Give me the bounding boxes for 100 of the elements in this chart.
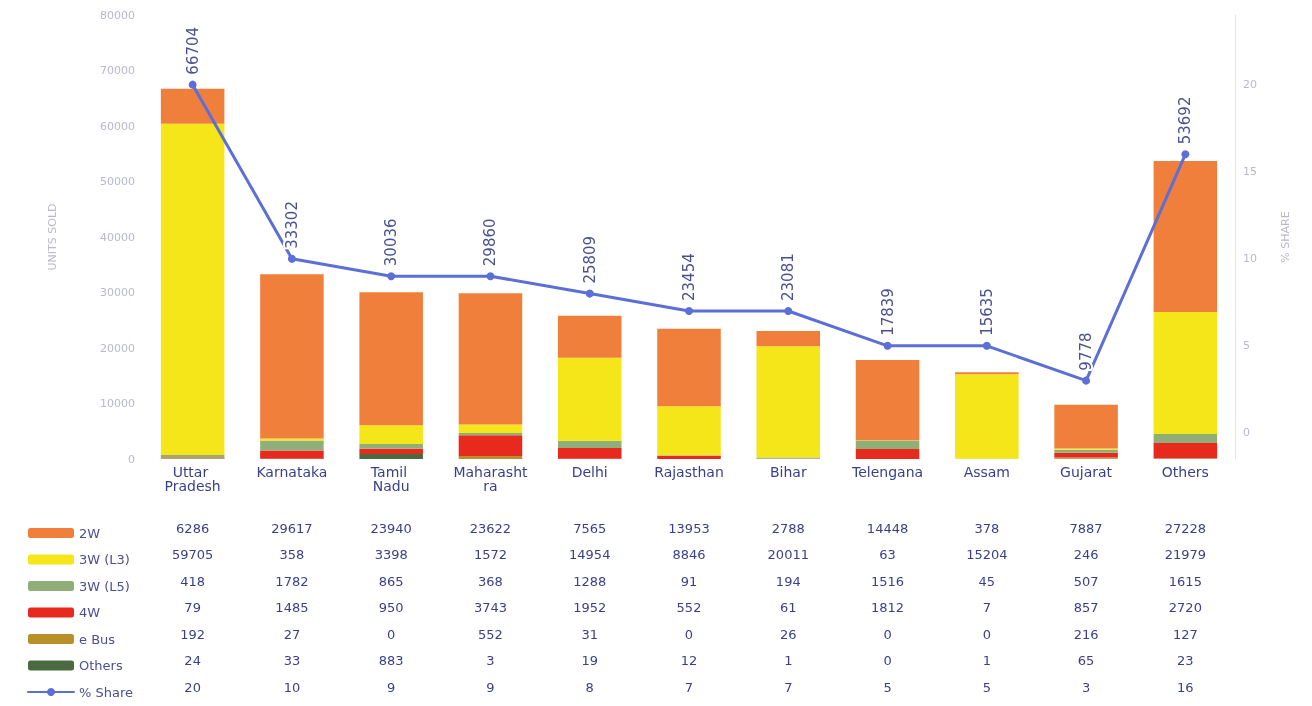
data-label: 0 [684,626,694,642]
total-label: 15635 [977,288,996,336]
total-label: 30036 [382,218,401,267]
data-label: 552 [478,626,503,642]
y2-tick-label: 0 [1243,426,1250,440]
data-label: 2788 [771,520,805,536]
data-label: 14954 [569,547,611,562]
total-label: 17839 [878,288,897,336]
data-label: 857 [1073,600,1099,615]
data-label: 883 [378,653,404,668]
legend-label: 3W (L3) [79,552,130,567]
data-label: 45 [978,573,996,589]
data-label: 26 [780,626,797,642]
y-tick-label: 60000 [100,119,135,133]
total-label: 23081 [779,253,798,301]
y-tick-label: 10000 [100,397,135,410]
total-label: 53692 [1176,96,1195,145]
data-label: 1812 [871,600,905,615]
total-label: 29860 [481,218,500,267]
data-label: 1952 [573,600,607,615]
y-tick-label: 30000 [100,286,135,299]
data-label: 7 [784,679,793,695]
data-label: 9 [486,679,495,695]
legend-label: Others [79,658,123,673]
x-tick-label: Rajasthan [654,464,724,480]
data-label: 13953 [668,520,710,536]
data-label: 10 [283,679,301,695]
data-label: 15204 [966,547,1008,562]
data-label: 5 [883,679,892,695]
legend-label: e Bus [79,631,116,647]
data-label: 1485 [275,600,309,615]
x-tick-label: Maharashtra [453,464,529,494]
data-label: 192 [180,626,206,642]
data-label: 865 [378,573,404,589]
data-label: 27228 [1164,520,1207,536]
data-label: 27 [283,626,301,642]
y-tick-label: 50000 [100,175,135,188]
data-label: 23940 [370,520,412,536]
data-label: 368 [478,573,503,589]
data-label: 1782 [275,573,309,589]
x-tick-label: Bihar [769,464,807,480]
data-label: 21979 [1164,547,1207,562]
legend-label: % Share [79,684,133,700]
data-label: 0 [982,626,991,642]
data-label: 3 [1081,679,1091,695]
data-label: 0 [387,626,396,642]
data-label: 63 [879,547,896,562]
data-label: 3 [486,653,495,668]
data-label: 8846 [672,547,706,562]
data-label: 5 [982,679,991,695]
data-label: 194 [775,573,801,589]
data-label: 33 [283,653,301,668]
data-label: 1 [982,653,991,668]
data-label: 23622 [469,520,512,536]
data-label: 1516 [871,573,905,589]
y-tick-label: 70000 [100,64,135,77]
y2-tick-label: 15 [1243,165,1257,179]
y2-tick-label: 10 [1243,252,1257,266]
x-tick-label: Others [1161,464,1209,480]
x-tick-label: Telengana [851,464,924,480]
total-label: 33302 [282,201,301,249]
x-tick-label: Uttar Pradesh [164,464,221,494]
total-label: 23454 [680,253,698,301]
data-label: 7 [982,600,991,615]
data-label: 1572 [473,547,507,562]
data-label: 358 [279,547,305,562]
data-label: 0 [883,653,892,668]
data-label: 9 [387,679,396,695]
data-label: 3398 [374,547,408,562]
data-label: 507 [1073,573,1099,589]
data-label: 2720 [1168,600,1202,615]
data-label: 127 [1172,626,1198,642]
data-label: 24 [184,653,201,668]
y-tick-label: 20000 [100,341,135,355]
x-tick-label: Karnataka [256,464,328,480]
data-label: 91 [680,573,698,589]
data-label: 950 [378,600,404,615]
total-label: 25809 [580,235,599,284]
data-label: 20 [184,679,201,695]
data-label: 3743 [473,600,507,615]
data-label: 29617 [271,520,313,536]
data-label: 418 [180,573,206,589]
data-label: 7 [684,679,694,695]
data-label: 14448 [866,520,909,536]
data-label: 216 [1073,626,1099,642]
legend-label: 2W [79,525,101,541]
data-label: 7887 [1069,520,1103,536]
data-label: 552 [676,600,702,615]
data-label: 1288 [573,573,607,589]
y2-axis-title: % SHARE [1279,211,1292,263]
data-label: 0 [883,626,892,642]
y-tick-label: 40000 [100,230,135,244]
data-label: 20011 [767,547,809,562]
y-tick-label: 80000 [100,8,135,22]
data-label: 1615 [1168,573,1202,589]
data-label: 31 [581,626,598,642]
data-label: 59705 [171,547,214,562]
data-label: 7565 [573,520,607,536]
x-tick-label: Assam [963,464,1011,480]
x-tick-label: Delhi [571,464,608,480]
